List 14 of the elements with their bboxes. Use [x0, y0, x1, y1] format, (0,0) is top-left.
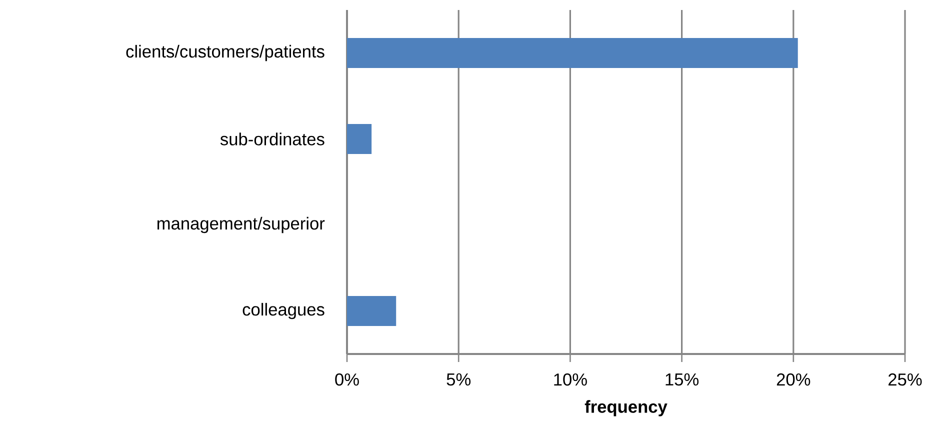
bar [347, 296, 396, 326]
x-tick-label: 5% [446, 373, 471, 386]
x-tick-label: 10% [554, 373, 587, 386]
x-tick-label: 25% [888, 373, 922, 386]
y-tick-label: clients/customers/patients [126, 44, 324, 62]
bar [347, 124, 372, 154]
x-tick-label: 0% [335, 373, 359, 386]
y-tick-label: sub-ordinates [220, 132, 324, 146]
y-tick-label: management/superior [158, 216, 325, 234]
x-tick-label: 15% [666, 373, 699, 386]
bar [347, 38, 798, 68]
x-axis-title: frequency [584, 400, 668, 416]
x-tick-label: 20% [776, 373, 810, 386]
y-tick-label: colleagues [242, 302, 324, 320]
